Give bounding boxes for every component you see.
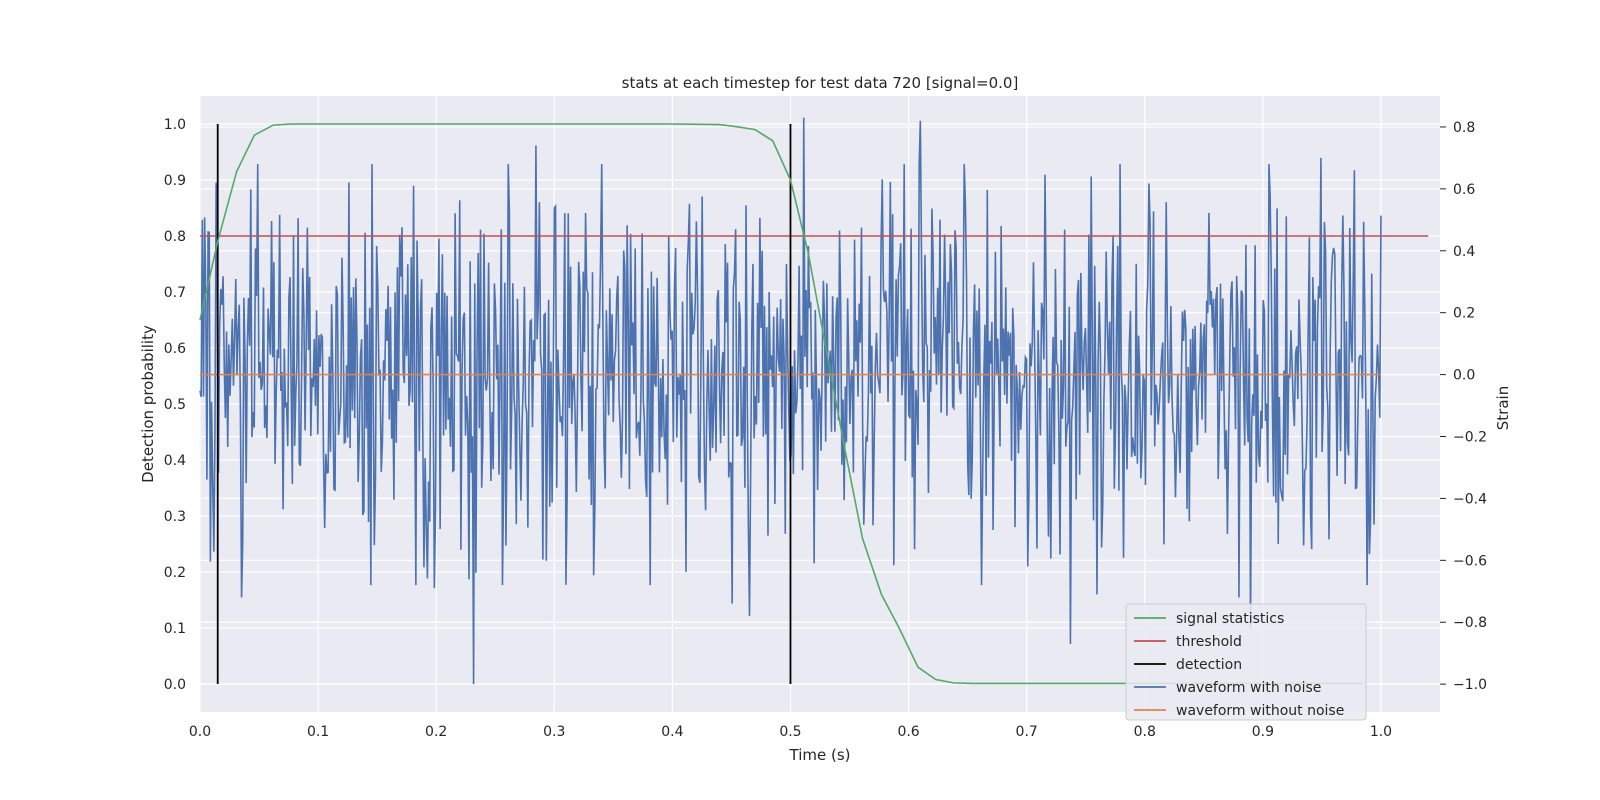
left-y-tick-label: 0.8 — [164, 229, 186, 245]
right-y-tick-label: 0.0 — [1453, 368, 1475, 384]
right-y-tick-label: −0.2 — [1453, 430, 1487, 446]
series-signal-statistics — [199, 123, 1364, 685]
chart-title: stats at each timestep for test data 720… — [622, 74, 1019, 92]
left-y-tick-label: 0.4 — [164, 453, 186, 469]
right-y-axis-label: Strain — [1494, 386, 1512, 430]
left-y-tick-label: 0.6 — [164, 341, 186, 357]
right-y-tick-label: −0.8 — [1453, 615, 1487, 631]
right-y-tick-label: −0.6 — [1453, 553, 1487, 569]
right-y-tick-label: 0.2 — [1453, 306, 1475, 322]
right-y-tick-label: −0.4 — [1453, 491, 1487, 507]
left-y-tick-label: 0.7 — [164, 285, 186, 301]
legend-label: detection — [1176, 657, 1242, 673]
legend-label: waveform with noise — [1176, 680, 1321, 696]
right-y-tick-label: 0.6 — [1453, 182, 1475, 198]
left-y-tick-label: 0.0 — [164, 677, 186, 693]
left-y-tick-label: 0.3 — [164, 509, 186, 525]
legend-label: signal statistics — [1176, 611, 1284, 627]
series-layer — [199, 117, 1429, 685]
x-axis-ticks: 0.0 0.1 0.2 0.3 0.4 0.5 0.6 0.7 0.8 0.9 1.0 — [189, 724, 1392, 740]
x-tick-label: 0.3 — [543, 724, 565, 740]
x-tick-label: 0.0 — [189, 724, 211, 740]
left-y-tick-label: 0.9 — [164, 173, 186, 189]
left-y-tick-label: 0.2 — [164, 565, 186, 581]
x-tick-label: 0.2 — [425, 724, 447, 740]
left-y-tick-label: 0.1 — [164, 621, 186, 637]
left-y-tick-label: 0.5 — [164, 397, 186, 413]
left-y-tick-label: 1.0 — [164, 117, 186, 133]
x-tick-label: 0.8 — [1134, 724, 1156, 740]
x-tick-label: 0.4 — [661, 724, 683, 740]
legend-box — [1125, 603, 1367, 721]
legend: signal statistics threshold detection wavef… — [1125, 603, 1367, 721]
right-y-axis-ticks: −1.0 −0.8 −0.6 −0.4 −0.2 0.0 0.2 0.4 0.6 0.8 — [1440, 120, 1487, 693]
right-y-tick-label: 0.8 — [1453, 120, 1475, 136]
right-y-tick-label: 0.4 — [1453, 244, 1475, 260]
x-tick-label: 0.1 — [307, 724, 329, 740]
x-tick-label: 0.5 — [779, 724, 801, 740]
x-tick-label: 0.7 — [1016, 724, 1038, 740]
left-y-axis-label: Detection probability — [139, 325, 157, 483]
legend-label: threshold — [1176, 634, 1242, 650]
x-tick-label: 0.9 — [1252, 724, 1274, 740]
x-tick-label: 1.0 — [1370, 724, 1392, 740]
left-y-axis-ticks: 0.0 0.1 0.2 0.3 0.4 0.5 0.6 0.7 0.8 0.9 1.0 — [164, 117, 186, 693]
x-axis-label: Time (s) — [789, 746, 851, 764]
x-tick-label: 0.6 — [897, 724, 919, 740]
legend-label: waveform without noise — [1176, 703, 1344, 719]
right-y-tick-label: −1.0 — [1453, 677, 1487, 693]
